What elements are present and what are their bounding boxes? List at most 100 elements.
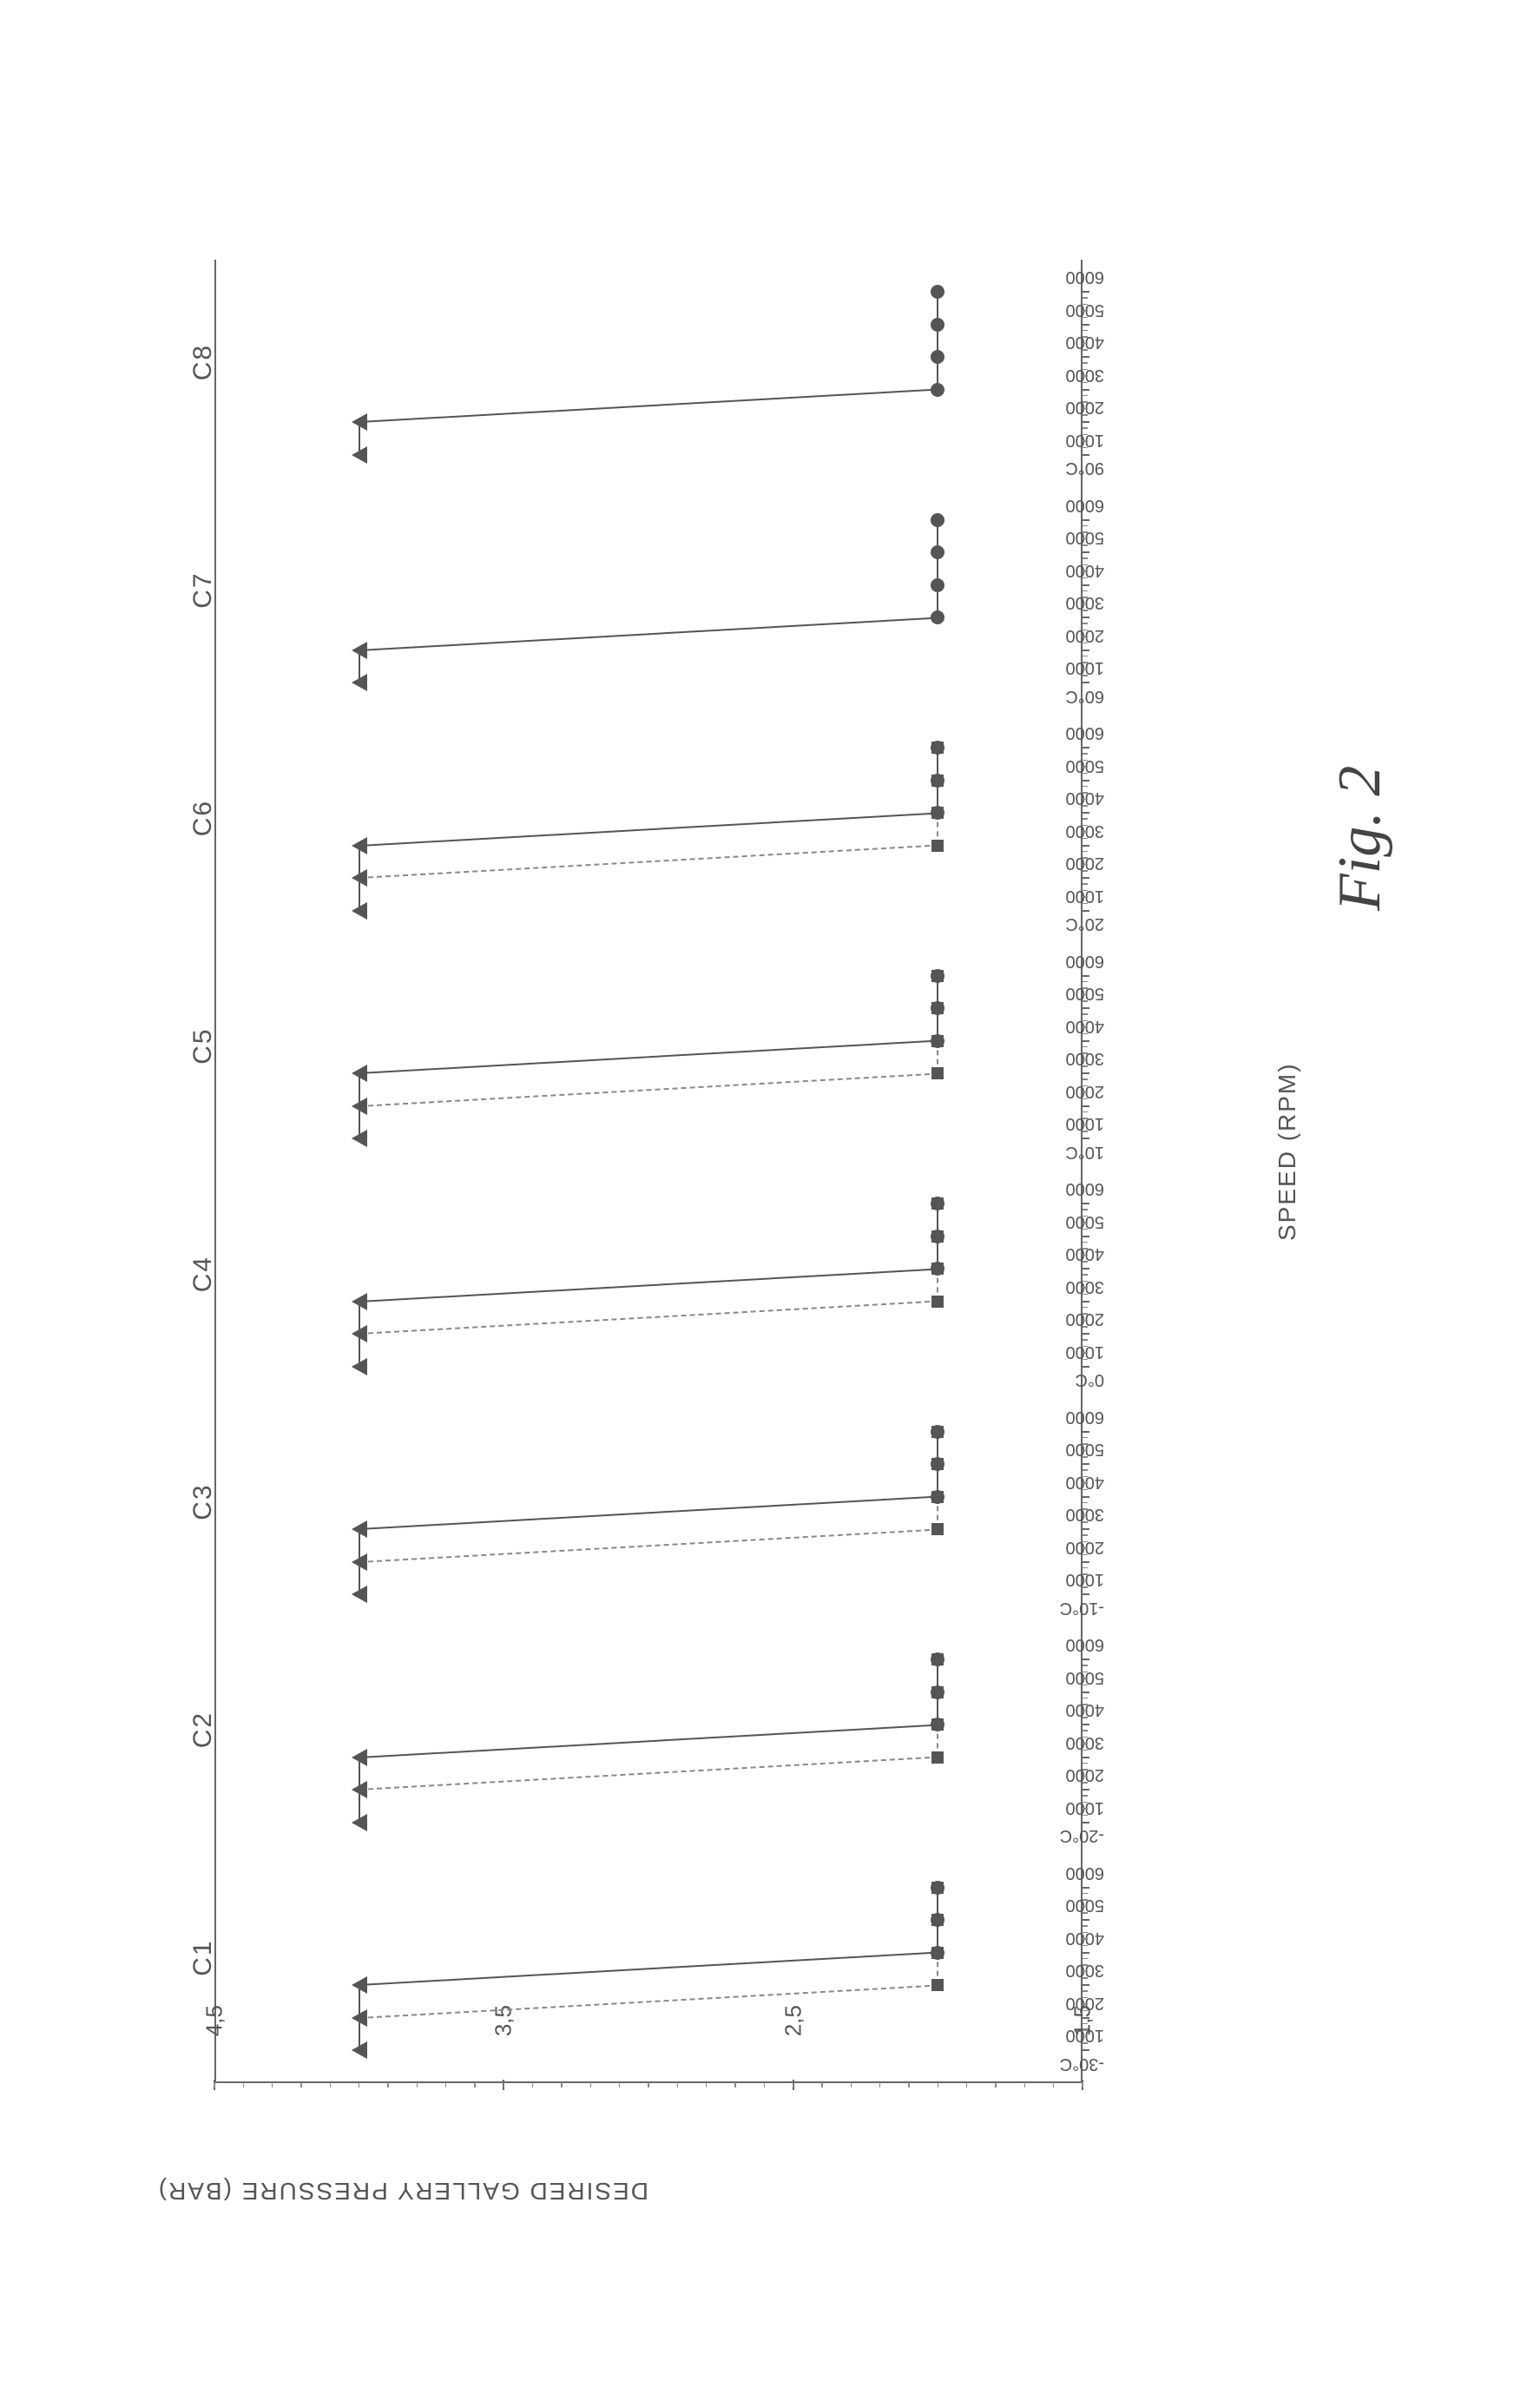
x-minor-tick: [1083, 1586, 1088, 1588]
chart-wrapper: DESIRED GALLERY PRESSURE (BAR) SPEED (RP…: [162, 155, 1378, 2239]
x-minor-tick: [1083, 981, 1088, 983]
x-tick-mark: [1081, 1593, 1089, 1595]
data-marker: [352, 2009, 367, 2027]
y-minor-tick: [359, 2082, 360, 2087]
x-minor-tick: [1083, 1294, 1088, 1296]
x-minor-tick: [1083, 1242, 1088, 1243]
x-minor-tick: [1083, 2042, 1088, 2044]
data-marker: [352, 446, 367, 464]
x-minor-tick: [1083, 1118, 1088, 1119]
x-tick-mark: [1081, 1040, 1089, 1042]
y-minor-tick: [214, 2082, 215, 2087]
x-tick-mark: [1081, 1757, 1089, 1758]
data-marker: [931, 1523, 944, 1535]
x-tick-mark: [1081, 845, 1089, 847]
x-minor-tick: [1083, 1945, 1088, 1947]
data-marker: [931, 545, 944, 559]
x-temp-label: 0°C: [1075, 1369, 1104, 1389]
x-tick-mark: [1081, 1007, 1089, 1009]
data-marker: [352, 1065, 367, 1082]
x-minor-tick: [1083, 831, 1088, 833]
x-minor-tick: [1083, 369, 1088, 371]
y-axis-label: DESIRED GALLERY PRESSURE (BAR): [157, 2177, 648, 2205]
data-marker: [352, 1293, 367, 1310]
x-temp-label: -10°C: [1060, 1597, 1104, 1617]
x-minor-tick: [1083, 760, 1088, 762]
x-minor-tick: [1083, 349, 1088, 351]
x-minor-tick: [1083, 2036, 1088, 2038]
x-minor-tick: [1083, 773, 1088, 775]
y-minor-tick: [243, 2082, 245, 2087]
x-minor-tick: [1083, 1685, 1088, 1686]
x-minor-tick: [1083, 1515, 1088, 1517]
x-minor-tick: [1083, 1059, 1088, 1061]
x-temp-label: -20°C: [1060, 1825, 1104, 1845]
x-minor-tick: [1083, 440, 1088, 442]
x-minor-tick: [1083, 1352, 1088, 1354]
y-minor-tick: [445, 2082, 447, 2087]
x-minor-tick: [1083, 643, 1088, 644]
x-minor-tick: [1083, 1990, 1088, 1992]
y-minor-tick: [417, 2082, 418, 2087]
x-tick-mark: [1081, 1724, 1089, 1725]
x-minor-tick: [1083, 818, 1088, 820]
x-tick-label: 6000: [1066, 267, 1105, 287]
x-minor-tick: [1083, 1958, 1088, 1960]
y-minor-tick: [851, 2082, 852, 2087]
x-minor-tick: [1083, 427, 1088, 429]
x-minor-tick: [1083, 362, 1088, 364]
x-minor-tick: [1083, 2023, 1088, 2025]
x-tick-label: 6000: [1066, 951, 1105, 971]
x-tick-mark: [1081, 1496, 1089, 1498]
x-minor-tick: [1083, 786, 1088, 788]
x-minor-tick: [1083, 1808, 1088, 1810]
x-minor-tick: [1083, 1124, 1088, 1126]
x-tick-mark: [1081, 1236, 1089, 1237]
x-tick-mark: [1081, 584, 1089, 586]
data-marker: [931, 1296, 944, 1308]
x-minor-tick: [1083, 1554, 1088, 1556]
group-label: C4: [188, 1255, 218, 1291]
data-marker: [931, 1881, 944, 1895]
x-minor-tick: [1083, 883, 1088, 885]
x-minor-tick: [1083, 864, 1088, 866]
y-minor-tick: [590, 2082, 592, 2087]
x-tick-mark: [1081, 454, 1089, 456]
x-minor-tick: [1083, 2003, 1088, 2005]
x-minor-tick: [1083, 1020, 1088, 1022]
group-label: C2: [188, 1711, 218, 1747]
x-tick-mark: [1081, 1789, 1089, 1791]
x-tick-mark: [1081, 747, 1089, 749]
x-minor-tick: [1083, 1502, 1088, 1504]
x-minor-tick: [1083, 603, 1088, 605]
x-tick-mark: [1081, 1952, 1089, 1954]
x-minor-tick: [1083, 1672, 1088, 1673]
x-minor-tick: [1083, 401, 1088, 403]
x-minor-tick: [1083, 1802, 1088, 1804]
x-minor-tick: [1083, 630, 1088, 631]
x-minor-tick: [1083, 1359, 1088, 1361]
group-label: C3: [188, 1483, 218, 1520]
x-tick-mark: [1081, 617, 1089, 618]
x-minor-tick: [1083, 1091, 1088, 1093]
x-minor-tick: [1083, 1339, 1088, 1341]
x-minor-tick: [1083, 1815, 1088, 1817]
x-minor-tick: [1083, 1111, 1088, 1113]
y-minor-tick: [734, 2082, 736, 2087]
data-marker: [931, 1034, 944, 1048]
data-marker: [931, 1001, 944, 1015]
x-minor-tick: [1083, 636, 1088, 637]
y-minor-tick: [938, 2082, 939, 2087]
data-marker: [931, 1230, 944, 1243]
x-minor-tick: [1083, 1698, 1088, 1699]
y-minor-tick: [561, 2082, 563, 2087]
x-minor-tick: [1083, 1476, 1088, 1478]
y-minor-tick: [1024, 2082, 1026, 2087]
y-minor-tick: [879, 2082, 881, 2087]
x-minor-tick: [1083, 1229, 1088, 1230]
x-minor-tick: [1083, 669, 1088, 670]
x-minor-tick: [1083, 1580, 1088, 1582]
x-minor-tick: [1083, 382, 1088, 384]
x-minor-tick: [1083, 531, 1088, 533]
x-minor-tick: [1083, 1730, 1088, 1731]
